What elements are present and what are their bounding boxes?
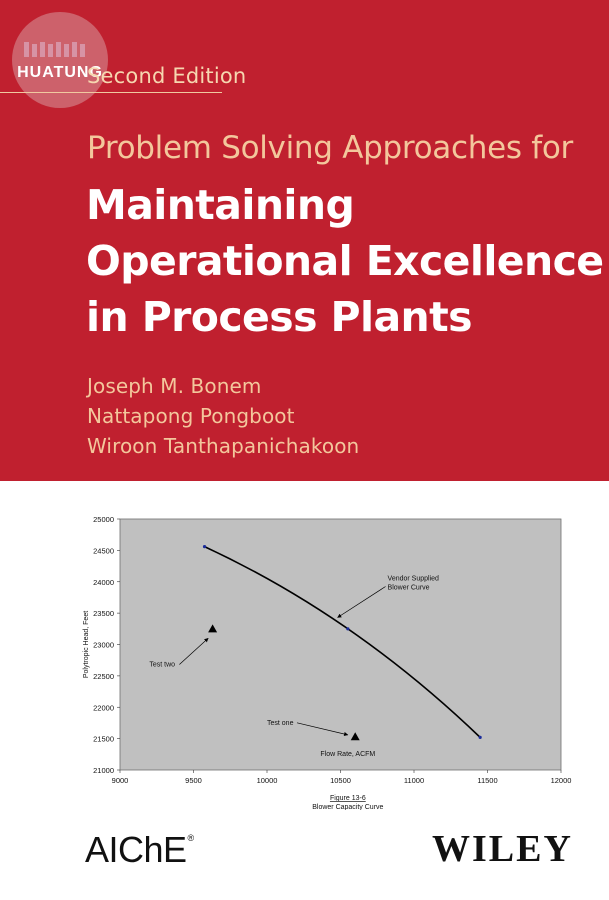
annotation-arrow [296,722,349,737]
book-title: Maintaining Operational Excellence in Pr… [86,177,604,345]
y-tick-label: 21000 [93,766,114,775]
figure-caption-number: Figure 13-6 [330,795,366,802]
x-axis-label: Flow Rate, ACFM [320,751,375,758]
aiche-logo: AIChE® [85,829,195,871]
book-subtitle: Problem Solving Approaches for [87,130,573,166]
y-tick-label: 24500 [93,546,114,555]
author-name: Joseph M. Bonem [87,374,262,398]
x-tick-label: 11500 [477,776,497,785]
x-tick-label: 12000 [551,776,572,785]
y-tick-label: 21500 [93,735,114,744]
annotation-text: Test one [267,720,294,727]
x-tick-label: 10000 [257,776,278,785]
blower-capacity-chart: 21000 21500 22000 22500 23000 23500 24000 24500… [76,510,580,811]
annotation-text: Vendor Supplied [388,575,439,582]
y-tick-label: 25000 [93,515,114,524]
watermark-text: HUATUNG [17,64,103,81]
edition-label: Second Edition [87,64,247,88]
y-tick-label: 23500 [93,609,114,618]
y-tick-label: 23000 [93,641,114,650]
author-list: Joseph M. Bonem Nattapong Pongboot Wiroo… [87,371,359,461]
annotation-arrow [337,586,386,618]
huatung-watermark: HUATUNG [12,12,108,108]
annotation-text: Blower Curve [388,584,430,591]
watermark-circle [12,12,108,108]
annotation-arrow [179,637,209,665]
title-line: Maintaining [86,181,355,229]
title-line: in Process Plants [86,293,473,341]
curve-data-point [346,627,350,631]
chart-svg: 21000 21500 22000 22500 23000 23500 24000 24500… [83,515,572,811]
edition-divider [0,92,222,93]
figure-caption-title: Blower Capacity Curve [312,804,383,810]
wiley-logo: WILEY [432,828,573,870]
registered-mark: ® [187,833,195,843]
test-point-marker [208,624,218,633]
red-title-band [0,0,609,481]
curve-data-point [478,735,482,739]
x-tick-label: 9000 [112,776,129,785]
y-tick-label: 22500 [93,672,114,681]
annotation-text: Test two [149,661,175,668]
curve-data-point [202,545,207,549]
author-name: Nattapong Pongboot [87,404,295,428]
author-name: Wiroon Tanthapanichakoon [87,434,360,458]
y-axis-label: Polytropic Head, Feet [83,611,90,678]
x-tick-label: 11000 [404,776,424,785]
title-line: Operational Excellence [86,237,604,285]
x-tick-label: 10500 [330,776,351,785]
y-tick-label: 22000 [93,703,114,712]
x-tick-label: 9500 [185,776,202,785]
aiche-logo-text: AIChE [85,829,187,870]
test-point-marker [350,732,360,741]
plot-area [119,518,562,771]
y-tick-label: 24000 [93,578,114,587]
watermark-book-icon [24,42,85,57]
